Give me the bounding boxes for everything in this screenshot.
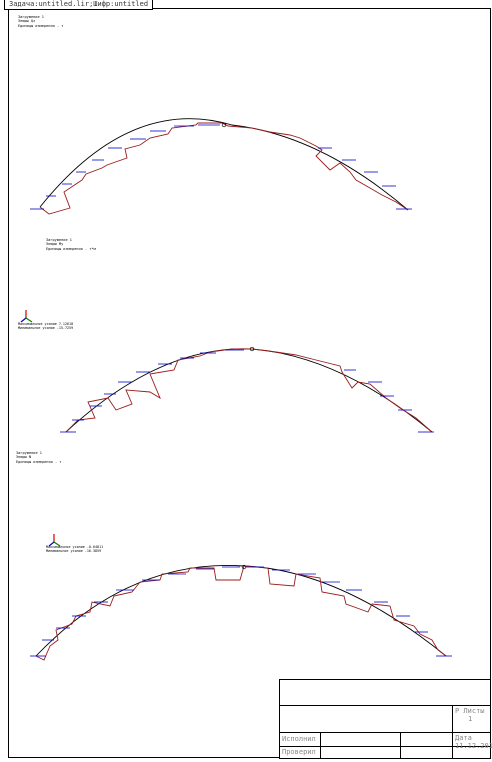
arch-2-loads bbox=[60, 349, 434, 433]
arch-1-beam bbox=[39, 118, 409, 211]
sheet-value: 1 bbox=[468, 715, 473, 723]
arch-2-diagram bbox=[65, 348, 433, 433]
case2-line2: Эпюры My bbox=[46, 242, 64, 247]
axis-icon bbox=[20, 310, 33, 323]
case3-line2: Эпюры N bbox=[16, 455, 32, 460]
arch-3 bbox=[30, 564, 452, 661]
case2-max: Максимальное усилие 7.12618 bbox=[18, 322, 74, 326]
arch-1 bbox=[30, 118, 412, 215]
case2-min: Минимальное усилие -15.7259 bbox=[18, 326, 74, 331]
arch-3-beam bbox=[35, 564, 447, 657]
case1-line2: Эпюры Qz bbox=[18, 19, 36, 24]
date-value: 11.12.2010 bbox=[455, 742, 492, 750]
case3-header: Загружение 1 Эпюры N Единицы измерения -… bbox=[16, 451, 61, 464]
case3-line1: Загружение 1 bbox=[16, 451, 42, 455]
checked-label: Проверил bbox=[282, 748, 316, 756]
case2-header: Загружение 1 Эпюры My Единицы измерения … bbox=[46, 238, 96, 251]
title-block: Р Листы 1 Дата 11.12.2010 Исполнил Прове… bbox=[279, 679, 492, 759]
sheet-label: Р Листы bbox=[455, 707, 485, 715]
drawing-frame bbox=[8, 8, 491, 758]
arch-3-diagram bbox=[35, 565, 447, 661]
arch-2 bbox=[60, 346, 434, 433]
date-label: Дата bbox=[455, 734, 472, 742]
case1-line1: Загружение 1 bbox=[18, 15, 44, 19]
arch-1-loads bbox=[30, 124, 412, 210]
window-title-tab: Задача:untitled.lir;Шифр:untitled bbox=[4, 0, 154, 10]
case1-header: Загружение 1 Эпюры Qz Единицы измерения … bbox=[18, 15, 63, 28]
executed-label: Исполнил bbox=[282, 735, 316, 743]
case3-min: Минимальное усилие -16.3859 bbox=[46, 549, 102, 554]
case3-max: Максимальное усилие -0.64811 bbox=[46, 545, 104, 549]
case2-line3: Единицы измерения - т*м bbox=[46, 246, 96, 251]
arch-3-loads bbox=[30, 566, 452, 657]
axis-icon bbox=[48, 534, 61, 547]
case2-extremes: Максимальное усилие 7.12618 Минимальное … bbox=[18, 322, 73, 330]
case2-line1: Загружение 1 bbox=[46, 238, 72, 242]
arch-1-hinge bbox=[221, 122, 227, 128]
arch-2-hinge bbox=[249, 346, 255, 352]
case3-line3: Единицы измерения - т bbox=[16, 459, 62, 464]
case1-line3: Единицы измерения - т bbox=[18, 23, 64, 28]
arch-3-hinge bbox=[241, 564, 247, 570]
arch-1-diagram bbox=[39, 122, 409, 215]
case3-extremes: Максимальное усилие -0.64811 Минимальное… bbox=[46, 545, 103, 553]
